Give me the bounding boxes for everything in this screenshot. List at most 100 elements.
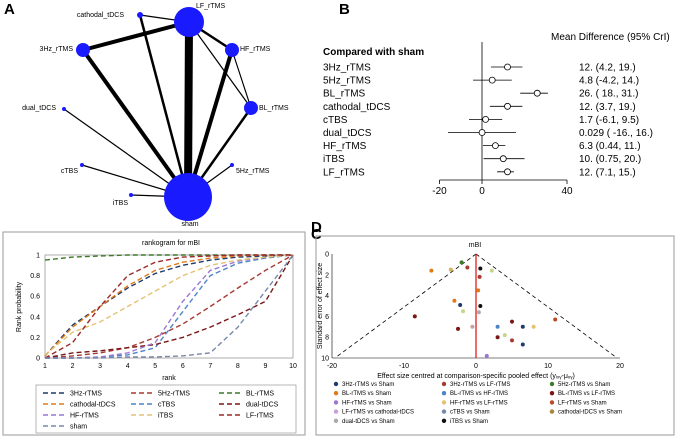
network-node-label-3hz-rtms: 3Hz_rTMS xyxy=(40,46,74,53)
rankogram-series-sham xyxy=(45,254,294,359)
rankogram-series-cathodal-tdcs xyxy=(44,254,293,357)
panel-letter-a: A xyxy=(4,1,15,18)
panel-letter-c: C xyxy=(311,226,322,243)
funnel-point xyxy=(478,266,483,271)
funnel-point xyxy=(476,288,481,293)
forest-row-label-cathodal-tdcs: cathodal_tDCS xyxy=(323,102,391,113)
network-node-label-itbs: iTBS xyxy=(113,200,129,207)
network-edge-hf-rtms-sham xyxy=(186,49,234,198)
rankogram-y-tick-label: 0.2 xyxy=(30,335,40,342)
rankogram-y-tick-label: 0.8 xyxy=(30,273,40,280)
funnel-point xyxy=(520,324,525,329)
funnel-legend-swatch xyxy=(441,409,447,414)
rankogram-title: rankogram for mBI xyxy=(142,240,200,247)
forest-point-3hz-rtms xyxy=(504,63,511,71)
rankogram-legend-label-bl-rtms: BL-rTMS xyxy=(246,391,274,398)
rankogram-y-tick-label: 1 xyxy=(36,253,40,260)
rankogram-x-tick-label: 3 xyxy=(98,363,102,370)
network-edge-lf-rtms-3hz-rtms xyxy=(82,20,190,52)
funnel-point xyxy=(510,319,514,324)
forest-plot: Mean Difference (95% CrI) Compared with s… xyxy=(323,32,670,197)
funnel-point xyxy=(477,274,482,279)
funnel-legend-label-bl-rtms-vs-sham: BL-rTMS vs Sham xyxy=(342,391,391,397)
rankogram-x-tick-label: 7 xyxy=(208,363,212,370)
forest-row-label-lf-rtms: LF_rTMS xyxy=(323,167,365,178)
forest-point-hf-rtms xyxy=(491,142,499,150)
funnel-point xyxy=(459,260,464,265)
funnel-point xyxy=(465,265,470,270)
network-node-5hz-rtms xyxy=(230,163,234,167)
network-node-hf-rtms xyxy=(225,43,239,57)
rankogram-legend xyxy=(35,384,297,434)
network-plot: LF_rTMS cathodal_tDCS 3Hz_rTMS HF_rTMS BL_rT… xyxy=(22,3,289,228)
forest-row-label-5hz-rtms: 5Hz_rTMS xyxy=(323,76,371,87)
funnel-x-tick-label: -10 xyxy=(399,363,409,370)
funnel-x-tick-label: 10 xyxy=(544,363,552,370)
funnel-y-tick-label: 0 xyxy=(325,252,329,259)
forest-subtitle: Compared with sham xyxy=(323,47,424,58)
funnel-point xyxy=(470,324,475,329)
funnel-legend-swatch xyxy=(333,418,339,423)
rankogram-x-tick-label: 9 xyxy=(263,363,267,370)
forest-row-label-bl-rtms: BL_rTMS xyxy=(323,89,366,100)
panel-letter-b: B xyxy=(339,1,350,18)
funnel-legend-label-hf-rtms-vs-sham: HF-rTMS vs Sham xyxy=(342,400,392,406)
funnel-legend-swatch xyxy=(441,391,447,396)
forest-x-tick-label: -20 xyxy=(432,186,447,197)
funnel-point xyxy=(429,268,434,273)
forest-point-ctbs xyxy=(482,116,490,123)
forest-row-value-3hz-rtms: 12. (4.2, 19.) xyxy=(579,63,636,74)
funnel-legend-label-dual-tdcs-vs-sham: dual-tDCS vs Sham xyxy=(342,419,395,425)
funnel-point xyxy=(458,302,463,307)
rankogram-legend-label-5hz-rtms: 5Hz-rTMS xyxy=(158,391,190,398)
forest-point-bl-rtms xyxy=(533,89,541,97)
network-node-itbs xyxy=(129,193,133,197)
funnel-legend-swatch xyxy=(333,391,339,396)
rankogram-legend-label-sham: sham xyxy=(70,424,87,431)
funnel-legend-label-3hz-rtms-vs-lf-rtms: 3Hz-rTMS vs LF-rTMS xyxy=(450,382,510,388)
rankogram-x-tick-label: 2 xyxy=(71,363,75,370)
funnel-legend-swatch xyxy=(549,409,555,414)
funnel-y-tick-label: 2 xyxy=(325,272,329,279)
funnel-legend-label-hf-rtms-vs-lf-rtms: HF-rTMS vs LF-rTMS xyxy=(450,400,508,406)
forest-row-value-lf-rtms: 12. (7.1, 15.) xyxy=(579,167,636,178)
forest-row-value-bl-rtms: 26. ( 18., 31.) xyxy=(579,89,638,100)
network-node-3hz-rtms xyxy=(76,43,90,57)
funnel-legend-swatch xyxy=(441,418,447,423)
funnel-left-boundary xyxy=(334,253,477,359)
network-node-bl-rtms xyxy=(244,101,258,115)
forest-row-value-cathodal-tdcs: 12. (3.7, 19.) xyxy=(579,102,636,113)
funnel-y-tick-label: 4 xyxy=(325,293,329,300)
funnel-point xyxy=(495,324,500,329)
funnel-point xyxy=(456,326,460,331)
forest-point-lf-rtms xyxy=(504,168,511,176)
rankogram-series-itbs xyxy=(44,254,294,356)
network-node-label-sham: sham xyxy=(181,221,198,228)
funnel-x-tick-label: 20 xyxy=(616,363,624,370)
network-edge-3hz-rtms-sham xyxy=(81,48,190,199)
rankogram-series-5hz-rtms xyxy=(44,254,294,359)
funnel-x-tick-label: 0 xyxy=(474,363,478,370)
funnel-point xyxy=(448,267,453,272)
funnel-legend-swatch xyxy=(333,409,339,414)
funnel-point xyxy=(489,268,494,273)
rankogram-x-label: rank xyxy=(162,375,176,382)
rankogram-series-3hz-rtms xyxy=(44,254,294,357)
funnel-point xyxy=(531,324,536,329)
funnel-legend-label-bl-rtms-vs-lf-rtms: BL-rTMS vs LF-rTMS xyxy=(558,391,615,397)
rankogram-y-tick-label: 0.4 xyxy=(30,314,40,321)
funnel-legend-label-3hz-rtms-vs-sham: 3Hz-rTMS vs Sham xyxy=(342,382,394,388)
funnel-y-tick-label: 6 xyxy=(325,314,329,321)
network-node-ctbs xyxy=(80,163,84,167)
forest-row-label-3hz-rtms: 3Hz_rTMS xyxy=(323,63,371,74)
funnel-legend-swatch xyxy=(333,381,339,387)
rankogram-x-tick-label: 5 xyxy=(153,363,157,370)
rankogram-series-lf-rtms xyxy=(44,254,293,359)
forest-point-cathodal-tdcs xyxy=(504,102,511,110)
funnel-legend-swatch xyxy=(333,400,339,405)
rankogram-y-tick-label: 0 xyxy=(36,356,40,363)
rankogram-legend-label-cathodal-tdcs: cathodal-tDCS xyxy=(70,402,116,409)
forest-row-label-dual-tdcs: dual_tDCS xyxy=(323,128,372,139)
rankogram-x-tick-label: 8 xyxy=(236,363,240,370)
rankogram-y-label: Rank probability xyxy=(16,281,23,332)
